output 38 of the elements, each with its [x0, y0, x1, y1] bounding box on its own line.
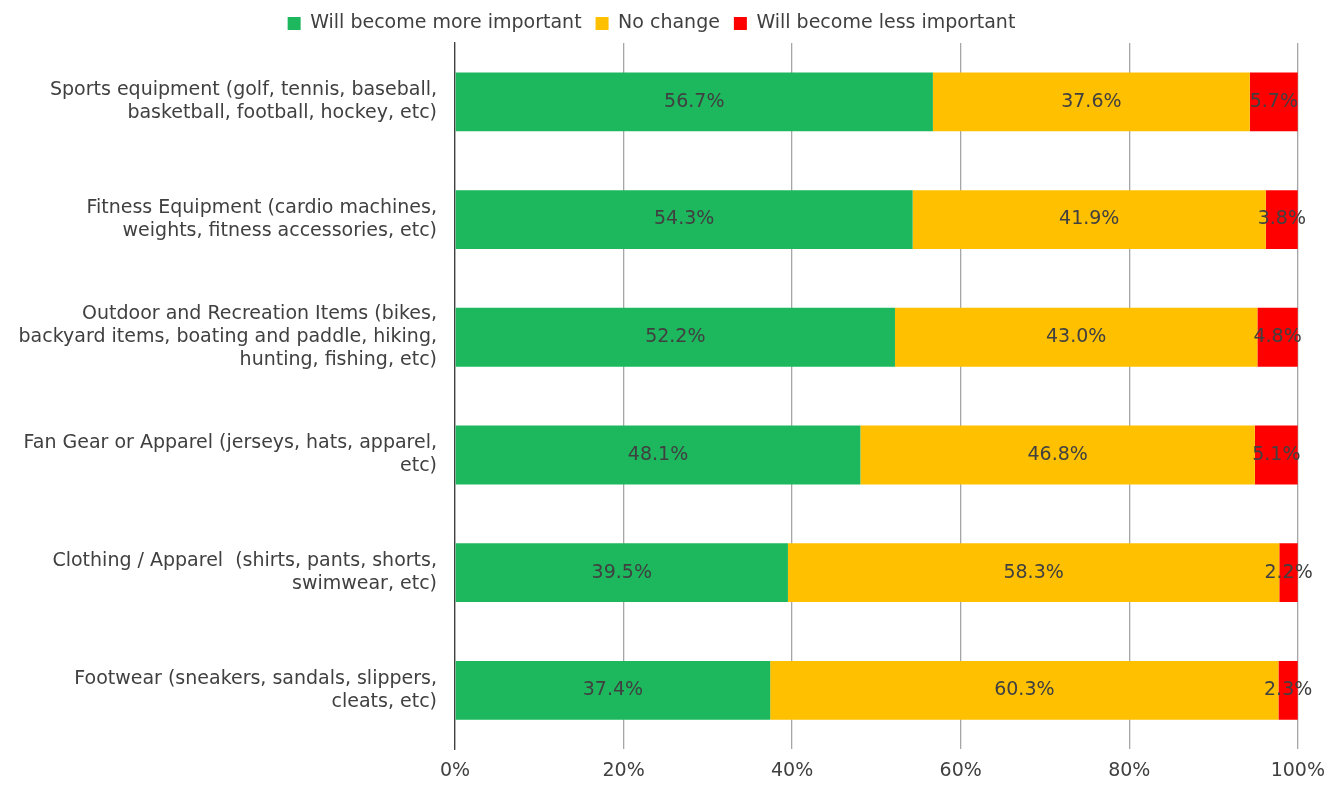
data-label: 60.3% [994, 677, 1055, 700]
data-label: 5.7% [1249, 88, 1298, 111]
bar [455, 72, 933, 132]
data-label: 2.3% [1264, 677, 1313, 700]
bar [455, 543, 788, 603]
data-label: 37.6% [1061, 88, 1122, 111]
y-tick-label: Fan Gear or Apparel (jerseys, hats, apparel, etc) [23, 430, 437, 476]
y-tick-label: Outdoor and Recreation Items (bikes, backyard items, boating and paddle, hiking, hunting, fishing, etc) [18, 301, 437, 369]
data-label: 58.3% [1003, 559, 1064, 582]
y-tick-label: Clothing / Apparel (shirts, pants, shorts, swimwear, etc) [52, 548, 437, 593]
legend-label: No change [618, 10, 720, 33]
y-tick-label: Sports equipment (golf, tennis, baseball, basketball, football, hockey, etc) [49, 77, 437, 123]
data-label: 2.2% [1264, 559, 1313, 582]
x-tick-label: 60% [939, 757, 982, 780]
data-label: 46.8% [1027, 441, 1088, 464]
data-label: 41.9% [1059, 206, 1120, 229]
legend-label: Will become less important [756, 10, 1016, 33]
x-tick-label: 0% [439, 757, 471, 780]
data-label: 43.0% [1045, 324, 1107, 347]
bar [455, 190, 913, 249]
bar [455, 425, 861, 485]
bar [455, 307, 895, 367]
y-tick-label: Footwear (sneakers, sandals, slippers, cleats, etc) [74, 665, 437, 711]
legend-label: Will become more important [310, 10, 582, 33]
data-label: 48.1% [627, 441, 689, 464]
x-tick-label: 100% [1270, 757, 1325, 780]
bar [455, 660, 771, 720]
bar [860, 425, 1255, 485]
bar [932, 72, 1250, 132]
data-label: 37.4% [582, 677, 644, 700]
x-tick-label: 20% [602, 757, 645, 780]
x-tick-label: 80% [1108, 757, 1151, 780]
data-label: 54.3% [653, 206, 715, 229]
data-label: 52.2% [645, 324, 706, 347]
data-label: 56.7% [664, 88, 725, 111]
data-label: 39.5% [591, 559, 652, 582]
y-tick-label: Fitness Equipment (cardio machines, weights, fitness accessories, etc) [86, 195, 437, 240]
x-tick-label: 40% [771, 757, 814, 780]
